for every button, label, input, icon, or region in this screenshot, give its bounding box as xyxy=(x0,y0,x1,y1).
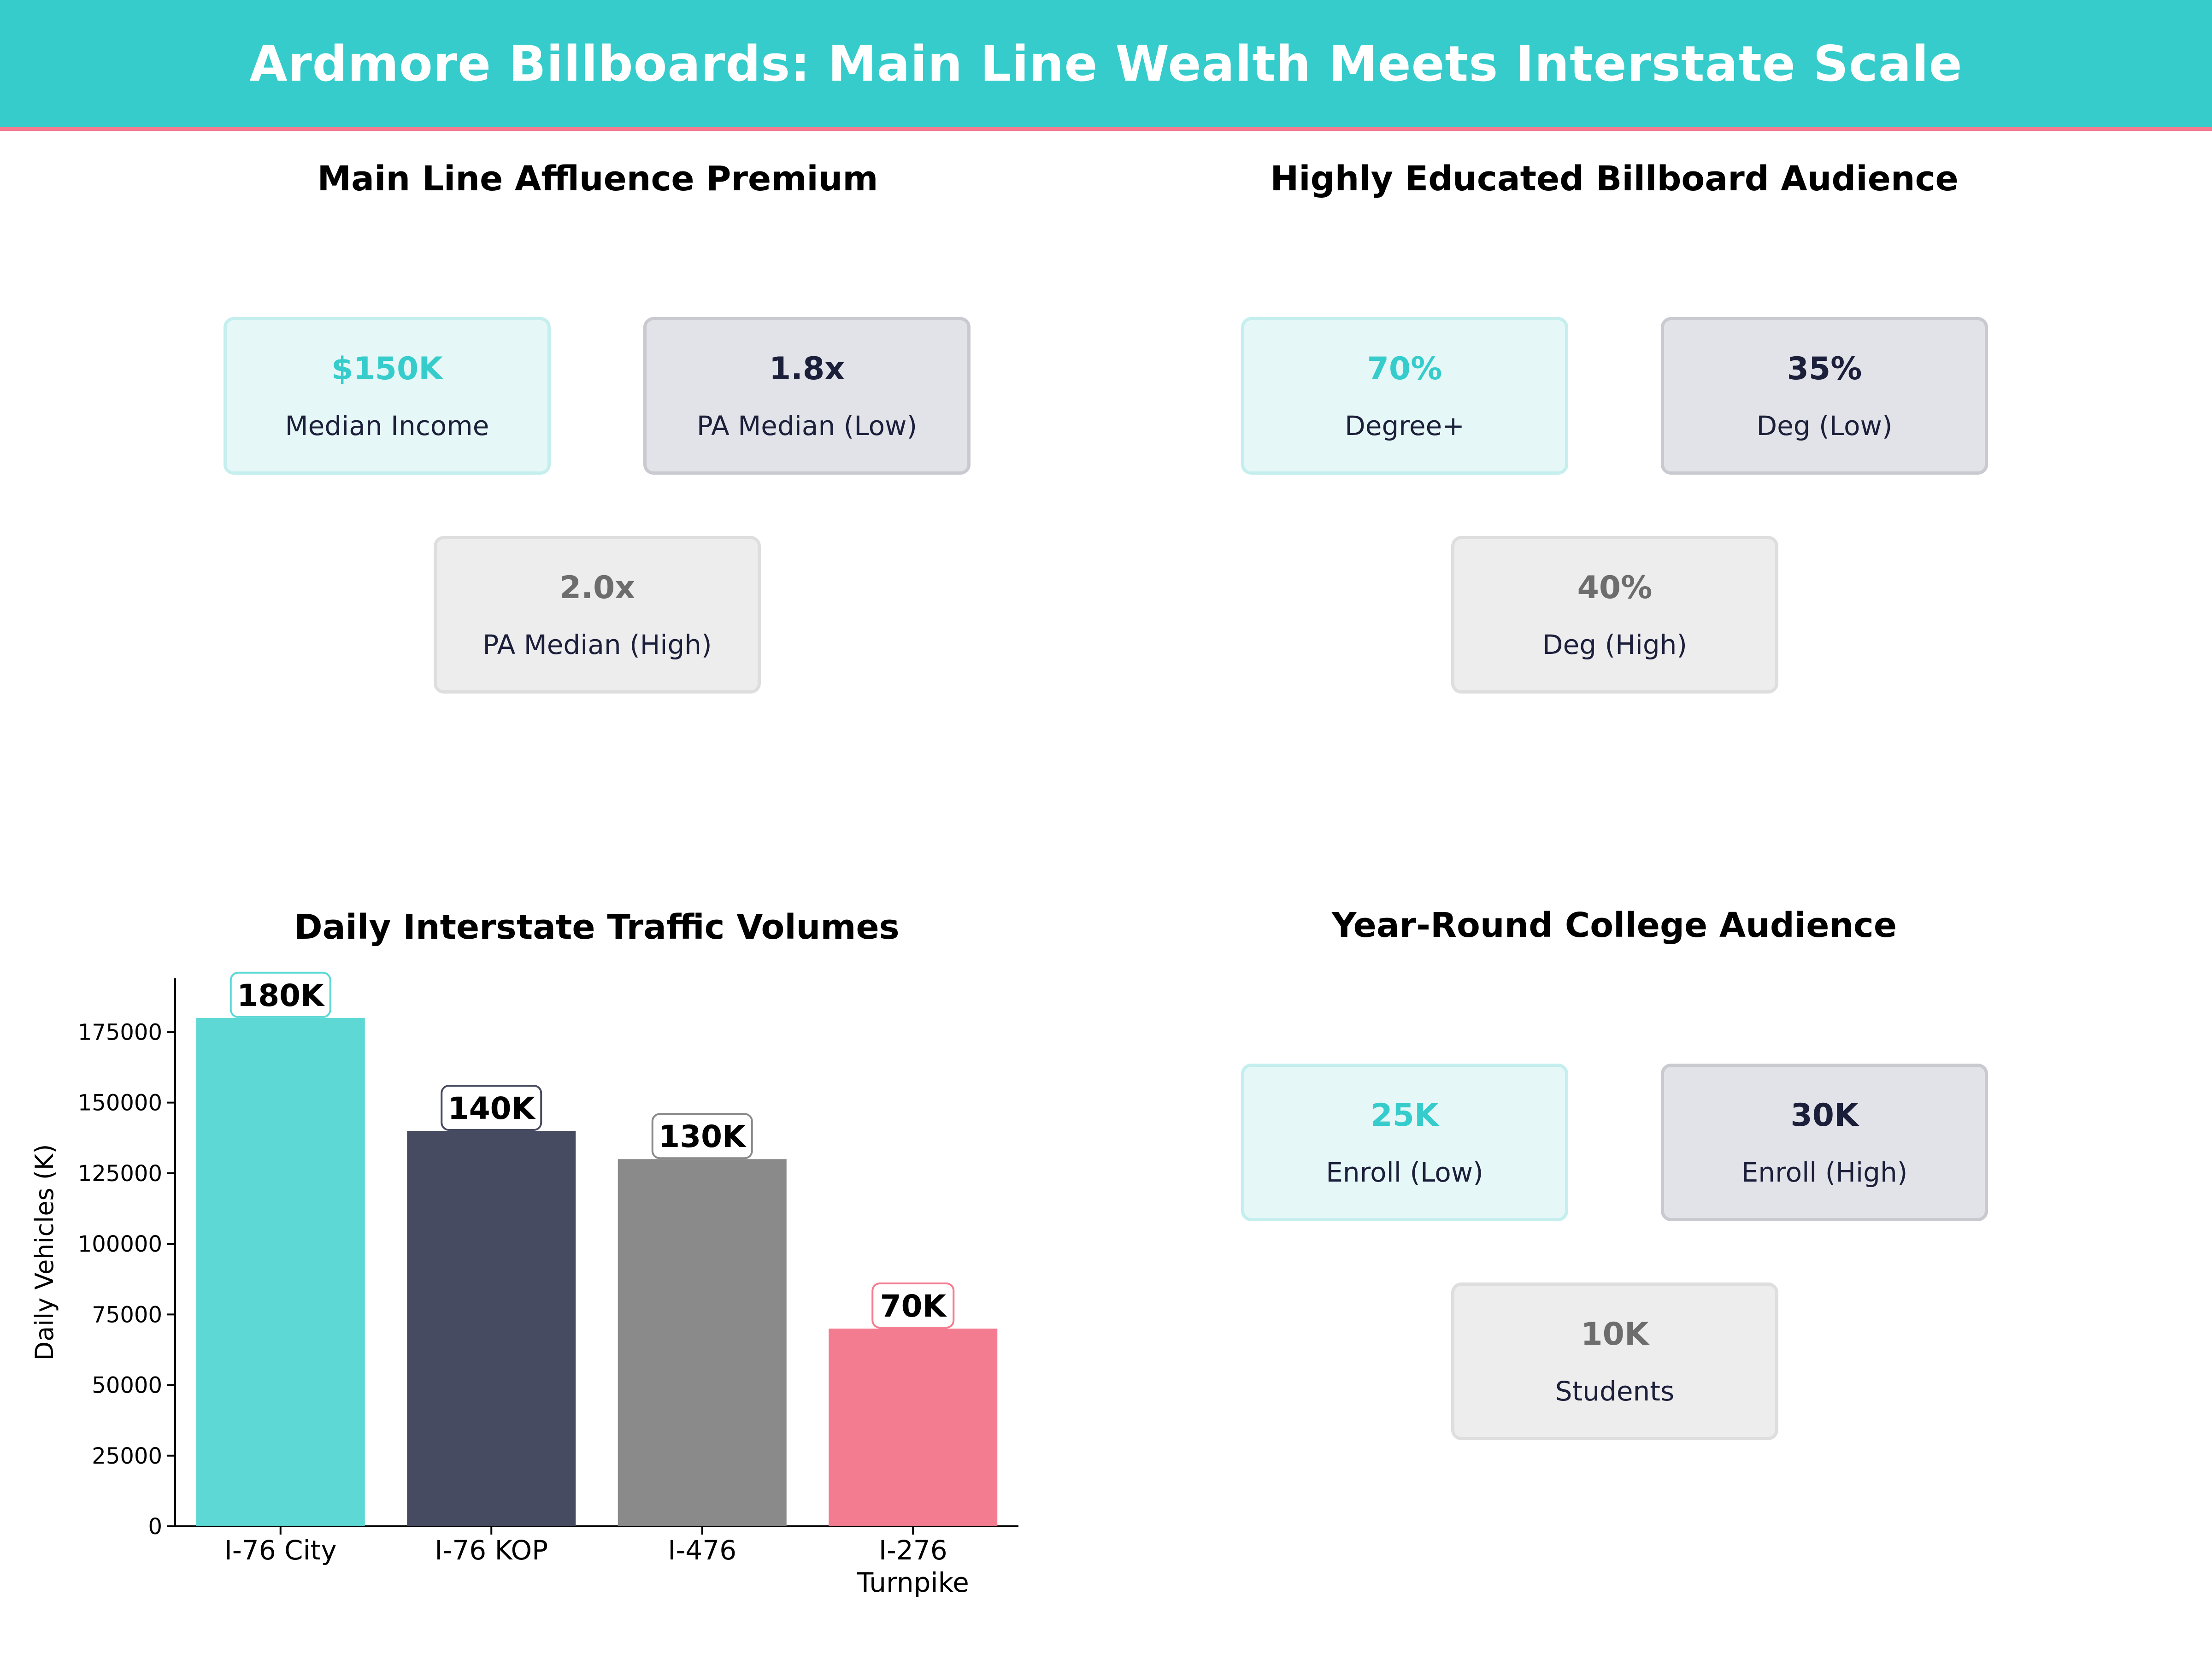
stat-card-median-income: $150K Median Income xyxy=(224,317,551,475)
data-label-box xyxy=(229,971,331,1018)
x-tick-label-line: I-76 City xyxy=(224,1535,337,1566)
y-tick-label: 0 xyxy=(148,1514,162,1540)
y-tick-label: 75000 xyxy=(92,1302,162,1328)
x-tick-label: I-476 xyxy=(668,1535,736,1566)
affluence-panel-title: Main Line Affluence Premium xyxy=(317,159,878,199)
stat-value: 10K xyxy=(1581,1316,1649,1353)
stat-card-deg-high: 40% Deg (High) xyxy=(1451,536,1778,694)
stat-card-deg-low: 35% Deg (Low) xyxy=(1661,317,1988,475)
x-tick-label: I-76 KOP xyxy=(435,1535,548,1566)
stat-label: Students xyxy=(1555,1375,1675,1407)
stat-card-degree: 70% Degree+ xyxy=(1241,317,1568,475)
y-tick-label: 125000 xyxy=(78,1161,162,1187)
y-tick-label: 150000 xyxy=(78,1090,162,1116)
stat-label: PA Median (High) xyxy=(482,629,712,660)
data-label: 140K xyxy=(448,1091,536,1126)
y-tick-label: 100000 xyxy=(78,1231,162,1257)
x-tick-label-line: Turnpike xyxy=(857,1567,969,1598)
y-tick-label: 175000 xyxy=(78,1019,162,1045)
stat-value: 25K xyxy=(1371,1097,1439,1134)
data-label: 130K xyxy=(659,1119,747,1154)
stat-value: 35% xyxy=(1787,350,1862,387)
stat-label: Enroll (Low) xyxy=(1326,1156,1483,1188)
x-tick-label: I-76 City xyxy=(224,1535,337,1566)
chart-title: Daily Interstate Traffic Volumes xyxy=(294,907,899,947)
data-label: 70K xyxy=(880,1288,947,1324)
stat-label: Enroll (High) xyxy=(1741,1156,1908,1188)
stat-card-pa-median-low: 1.8x PA Median (Low) xyxy=(643,317,971,475)
stat-label: Median Income xyxy=(285,410,489,441)
stat-card-students: 10K Students xyxy=(1451,1282,1778,1440)
x-tick-label-line: I-476 xyxy=(668,1535,736,1566)
data-label: 180K xyxy=(237,978,325,1013)
stat-card-enroll-high: 30K Enroll (High) xyxy=(1661,1064,1988,1221)
stat-value: 30K xyxy=(1790,1097,1859,1134)
stat-card-enroll-low: 25K Enroll (Low) xyxy=(1241,1064,1568,1221)
header-banner: Ardmore Billboards: Main Line Wealth Mee… xyxy=(0,0,2212,131)
y-axis-label: Daily Vehicles (K) xyxy=(30,1144,59,1361)
x-tick-label-line: I-76 KOP xyxy=(435,1535,548,1566)
x-tick-label: I-276 Turnpike xyxy=(857,1535,969,1598)
education-panel-title: Highly Educated Billboard Audience xyxy=(1270,159,1959,199)
college-panel-title: Year-Round College Audience xyxy=(1331,906,1897,945)
stat-label: Degree+ xyxy=(1345,410,1465,441)
stat-value: 40% xyxy=(1577,569,1653,606)
bar-1 xyxy=(196,1018,365,1526)
data-label-box xyxy=(871,1282,955,1329)
bar-3 xyxy=(618,1159,787,1526)
stat-card-pa-median-high: 2.0x PA Median (High) xyxy=(434,536,761,694)
y-tick-label: 25000 xyxy=(92,1443,162,1469)
data-label-box xyxy=(441,1084,542,1131)
stat-label: PA Median (Low) xyxy=(696,410,918,441)
bar-2 xyxy=(407,1130,576,1526)
stat-label: Deg (Low) xyxy=(1756,410,1893,441)
stat-label: Deg (High) xyxy=(1542,629,1688,660)
stat-value: 2.0x xyxy=(559,569,635,606)
traffic-bar-chart: Daily Interstate Traffic Volumes 0 25000 50… xyxy=(30,907,1018,1598)
stat-value: $150K xyxy=(331,350,443,387)
page-title: Ardmore Billboards: Main Line Wealth Mee… xyxy=(249,35,1963,92)
stat-value: 70% xyxy=(1367,350,1442,387)
x-tick-label-line: I-276 xyxy=(879,1535,947,1566)
stat-value: 1.8x xyxy=(769,350,845,387)
bar-4 xyxy=(829,1328,998,1526)
data-label-box xyxy=(651,1113,753,1159)
y-tick-label: 50000 xyxy=(92,1373,162,1399)
